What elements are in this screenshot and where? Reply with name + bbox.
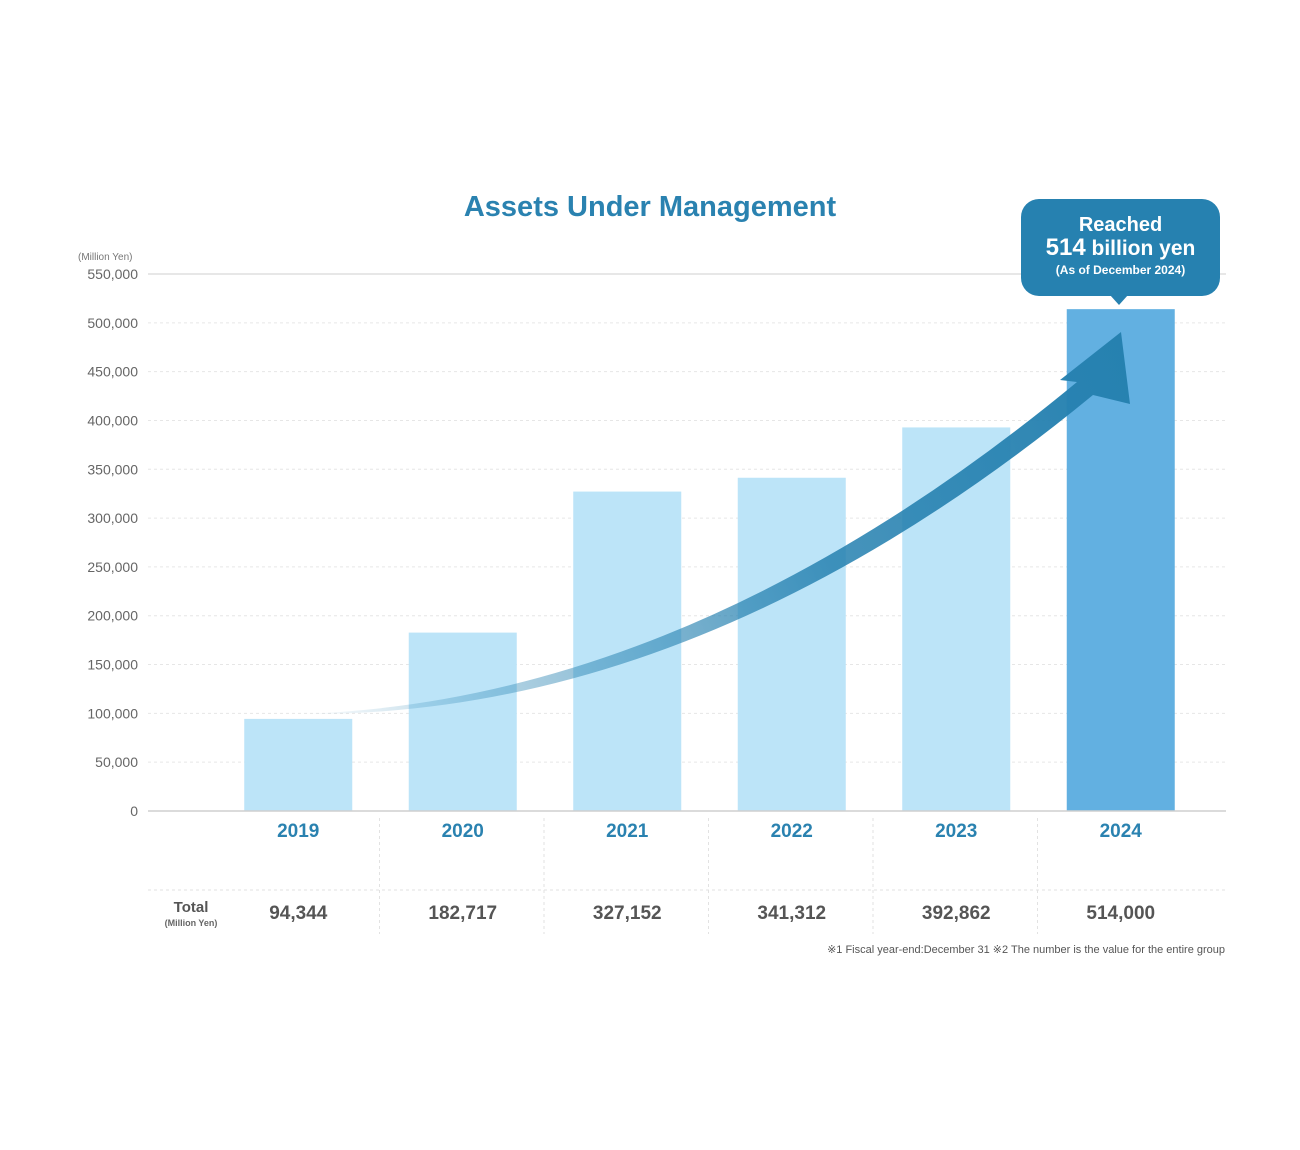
y-tick-label: 450,000 (87, 364, 138, 380)
y-tick-label: 150,000 (87, 657, 138, 673)
table-value-2024: 514,000 (1086, 903, 1155, 924)
x-tick-label: 2023 (935, 821, 977, 842)
y-tick-label: 100,000 (87, 705, 138, 721)
x-tick-label: 2020 (442, 821, 484, 842)
table-row-label: Total (Million Yen) (148, 899, 234, 929)
bar-2019 (244, 718, 353, 811)
footnote: ※1 Fiscal year-end:December 31 ※2 The nu… (827, 944, 1225, 956)
annotation-callout: Reached 514 billion yen (As of December … (1021, 199, 1220, 305)
table-value-2023: 392,862 (922, 903, 991, 924)
bar-2020 (408, 632, 517, 811)
annotation-line3: (As of December 2024) (1055, 263, 1186, 277)
table-value-2019: 94,344 (269, 903, 328, 924)
y-tick-label: 50,000 (95, 754, 138, 770)
y-tick-label: 350,000 (87, 461, 138, 477)
y-tick-label: 0 (130, 803, 138, 819)
x-tick-label: 2021 (606, 821, 649, 842)
total-label-text: Total (173, 899, 209, 916)
x-tick-label: 2019 (277, 821, 319, 842)
y-tick-label: 250,000 (87, 559, 138, 575)
table-value-2020: 182,717 (428, 903, 497, 924)
y-tick-label: 300,000 (87, 510, 138, 526)
annotation-unit-text: billion yen (1085, 237, 1196, 260)
total-unit-text: (Million Yen) (164, 918, 218, 928)
table-value-2021: 327,152 (593, 903, 662, 924)
bar-2022 (737, 477, 846, 811)
table-value-2022: 341,312 (757, 903, 826, 924)
annotation-line1: Reached (1078, 214, 1163, 236)
y-tick-label: 200,000 (87, 608, 138, 624)
y-axis-unit-label: (Million Yen) (78, 252, 133, 263)
annotation-number: 514 (1045, 234, 1086, 261)
y-tick-label: 550,000 (87, 266, 138, 282)
annotation-line2: 514 billion yen (1021, 236, 1220, 261)
x-tick-label: 2022 (771, 821, 813, 842)
y-tick-label: 400,000 (87, 412, 138, 428)
chart-title: Assets Under Management (463, 191, 837, 223)
y-tick-label: 500,000 (87, 315, 138, 331)
x-tick-label: 2024 (1100, 821, 1143, 842)
